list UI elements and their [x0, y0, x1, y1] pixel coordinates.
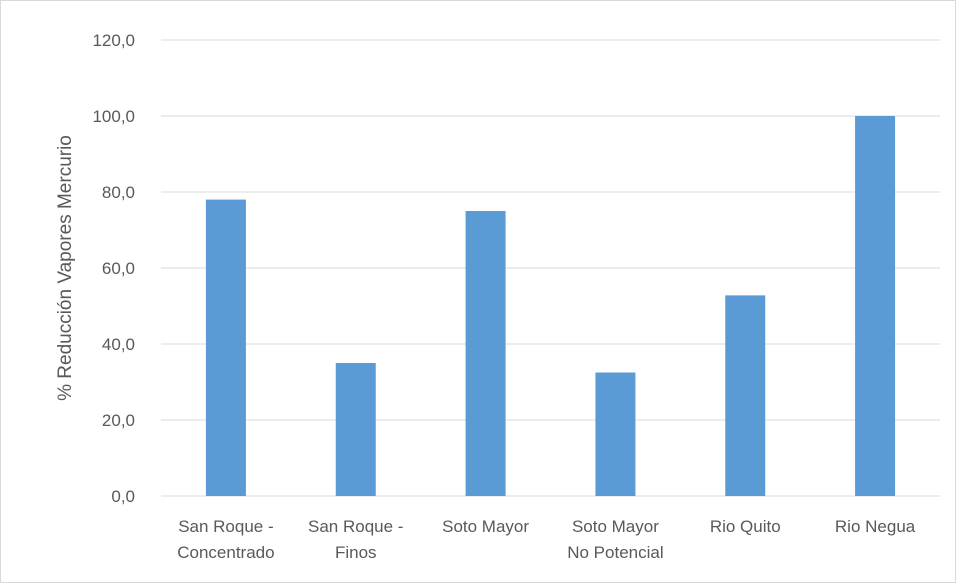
bar [465, 211, 506, 496]
y-tick-label: 100,0 [92, 107, 135, 126]
y-tick-label: 80,0 [102, 183, 135, 202]
gridlines [161, 39, 940, 497]
bar [855, 116, 896, 496]
x-category-label: Rio Negua [835, 517, 916, 536]
bars [205, 116, 896, 496]
x-category-label: Soto Mayor [442, 517, 529, 536]
x-category-label: Rio Quito [710, 517, 781, 536]
y-tick-labels: 0,0 20,0 40,0 60,0 80,0 100,0 120,0 [92, 31, 135, 506]
x-category-label: San Roque -Concentrado [177, 517, 274, 562]
y-tick-label: 0,0 [111, 487, 135, 506]
y-tick-label: 20,0 [102, 411, 135, 430]
y-tick-label: 40,0 [102, 335, 135, 354]
y-tick-label: 60,0 [102, 259, 135, 278]
x-category-label: San Roque -Finos [308, 517, 403, 562]
bar [725, 295, 766, 496]
bar [595, 372, 636, 496]
x-category-labels: San Roque -Concentrado San Roque -Finos So… [177, 517, 916, 562]
y-tick-label: 120,0 [92, 31, 135, 50]
x-category-label: Soto Mayor No Potencial [567, 517, 663, 562]
y-axis-title: % Reducción Vapores Mercurio [55, 135, 76, 401]
bar [335, 363, 376, 496]
bar [205, 199, 246, 496]
